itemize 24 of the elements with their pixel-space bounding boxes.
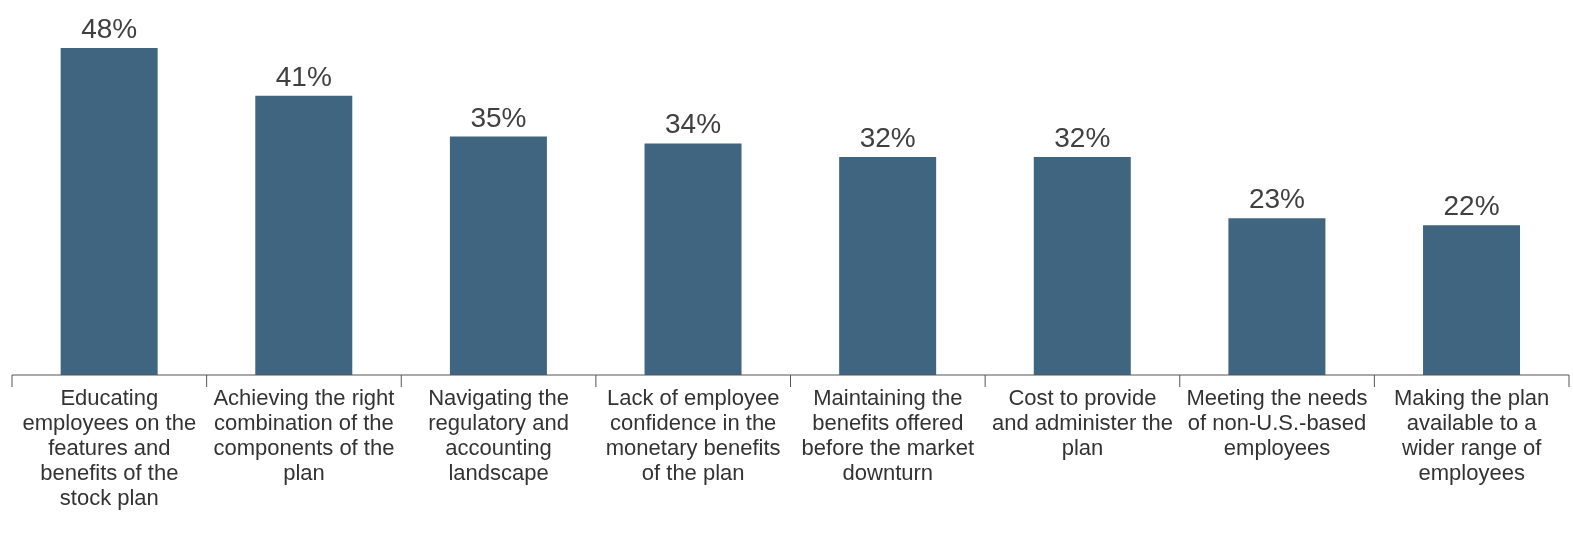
x-tick-label: Lack of employee confidence in the monetary benefits of the plan (605, 385, 781, 485)
data-label: 35% (470, 101, 527, 133)
x-tick-label: Making the plan available to a wider range of employees (1394, 385, 1550, 485)
x-tick-label: Cost to provide and administer the plan (991, 385, 1173, 460)
data-label: 32% (859, 122, 916, 153)
x-tick-label: Achieving the right combination of the components of the plan (213, 385, 395, 485)
bar (255, 95, 353, 375)
data-label: 22% (1443, 190, 1500, 222)
bar (449, 136, 547, 375)
bar (1423, 225, 1521, 375)
x-tick-label: Meeting the needs of non-U.S.-based employees (1186, 385, 1368, 460)
x-tick-label: Educating employees on the features and benefits of the stock plan (22, 385, 197, 510)
bar (1033, 157, 1131, 375)
data-label: 34% (665, 108, 722, 140)
x-tick-label: Navigating the regulatory and accounting landscape (428, 385, 569, 485)
bar (839, 157, 937, 375)
data-label: 41% (275, 60, 332, 92)
data-label: 23% (1248, 183, 1305, 215)
data-label: 48% (81, 13, 138, 44)
bar (644, 143, 742, 375)
x-tick-label: Maintaining the benefits offered before the market downturn (801, 385, 975, 485)
bar (60, 48, 158, 375)
bar (1228, 218, 1326, 375)
data-label: 32% (1054, 122, 1111, 153)
